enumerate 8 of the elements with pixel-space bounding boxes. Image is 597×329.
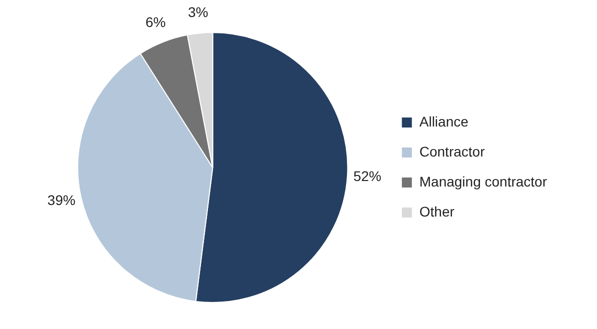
data-label: 52% <box>353 168 382 184</box>
legend-label: Other <box>419 203 455 220</box>
data-label: 6% <box>146 14 166 30</box>
legend-label: Contractor <box>419 143 486 160</box>
data-label: 39% <box>47 192 76 208</box>
legend-label: Managing contractor <box>419 173 548 190</box>
data-label: 3% <box>188 4 208 20</box>
legend-label: Alliance <box>419 113 469 130</box>
